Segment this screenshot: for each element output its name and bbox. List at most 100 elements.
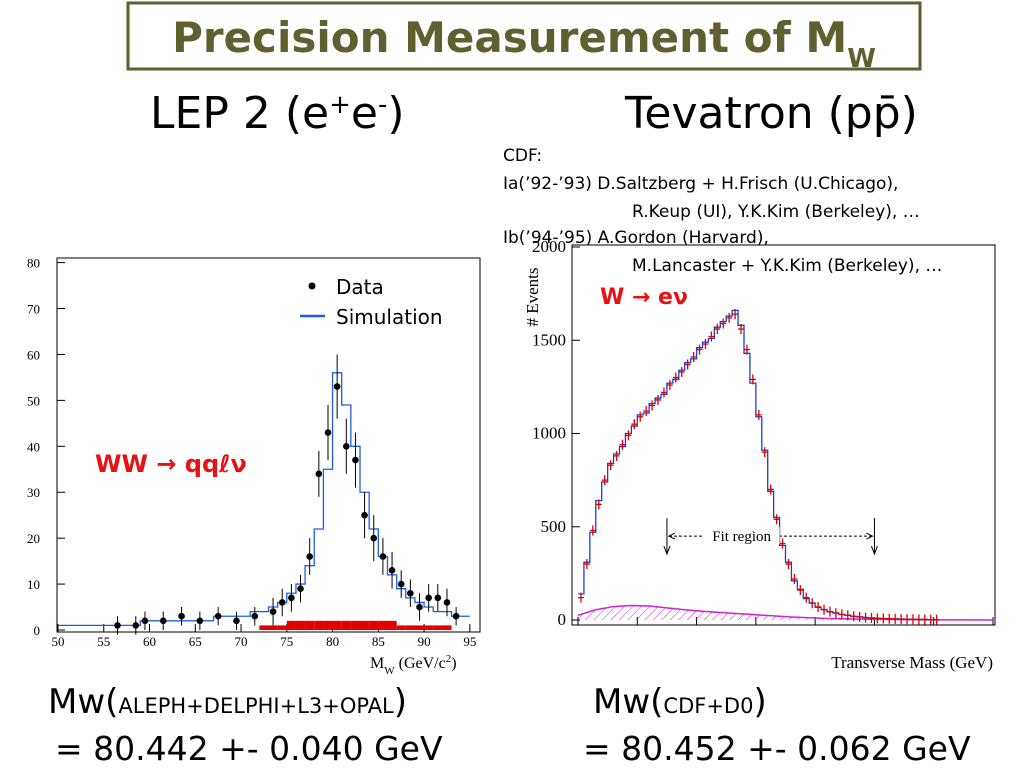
title-text: Precision Measurement of M [172, 13, 847, 62]
data-cross [904, 614, 910, 625]
background-bar [360, 620, 370, 630]
y-axis-label: # Events [523, 267, 542, 326]
y-tick-label: 1500 [532, 330, 566, 349]
data-cross [744, 344, 750, 355]
left-result-label: Mw(ALEPH+DELPHI+L3+OPAL) [48, 682, 407, 722]
data-point [278, 599, 286, 606]
data-point [361, 511, 368, 519]
background-bar [268, 625, 278, 630]
background-bar [323, 620, 333, 630]
data-cross [690, 352, 697, 363]
data-cross [601, 475, 608, 486]
data-point [315, 470, 323, 478]
title-box [126, 1, 922, 71]
data-cross [761, 447, 768, 458]
x-tick-label: 50 [52, 634, 65, 649]
y-tick-label: 70 [27, 302, 40, 317]
data-cross [850, 611, 857, 622]
legend-label: Data [336, 275, 384, 299]
chart: 0 500 1000 1500 2000 50 60 70 80 90 100 110 120 W → e… [523, 237, 1006, 672]
data-cross [672, 372, 679, 383]
plot-frame [571, 244, 996, 626]
data-point [388, 566, 396, 574]
x-tick-label: 100 [862, 631, 888, 650]
x-label-part: 2 [446, 653, 452, 665]
fit-label: Fit region [712, 529, 771, 545]
result-part: CDF+D0 [663, 694, 753, 718]
x-axis-label: MW (GeV/c2) [370, 653, 457, 677]
result-part: Mw( [48, 682, 118, 722]
right-result-value: = 80.452 +- 0.062 GeV [583, 729, 971, 768]
data-cross [886, 613, 893, 624]
data-cross [578, 592, 584, 603]
x-tick-label: 70 [235, 634, 248, 649]
x-tick-label: 65 [189, 634, 202, 649]
fit-edge-arrow [870, 518, 878, 556]
right-heading: Tevatron (pp̄) [624, 88, 918, 139]
right-result-label: Mw(CDF+D0) [593, 682, 767, 722]
data-point [306, 553, 313, 560]
data-cross [803, 592, 810, 603]
x-tick-label: 80 [326, 634, 339, 649]
data-point [397, 580, 405, 588]
data-cross [915, 614, 922, 625]
background-bar [387, 620, 397, 630]
data-cross [785, 559, 792, 570]
x-tick-label: 80 [747, 631, 764, 650]
fit-edge-arrow [663, 518, 671, 556]
data-point [196, 617, 204, 625]
data-point [141, 617, 149, 625]
cdf-note: CDF: Ia(’92-’93) D.Saltzberg + H.Frisch … [503, 146, 942, 276]
data-cross [779, 538, 786, 549]
data-cross [898, 614, 905, 625]
data-point [288, 594, 295, 602]
data-cross [583, 559, 590, 570]
chart: 0 10 20 30 40 50 60 70 80 50 55 60 65 70 75 80 85 90 95 Dat… [27, 256, 481, 677]
x-ticks: 50 60 70 80 90 100 110 120 [570, 631, 1006, 650]
data-cross [832, 608, 839, 619]
data-point [114, 622, 121, 629]
heading-sup: - [378, 90, 387, 120]
y-tick-label: 30 [27, 485, 40, 500]
data-point [132, 622, 140, 629]
data-cross [738, 324, 744, 335]
x-tick-label: 70 [688, 631, 705, 650]
background-bar [414, 625, 425, 630]
data-cross [655, 394, 661, 405]
y-tick-label: 0 [34, 623, 41, 638]
y-tick-label: 60 [27, 347, 40, 362]
data-cross [874, 613, 881, 624]
background-area [578, 605, 993, 620]
data-cross [910, 614, 916, 625]
data-cross [678, 366, 685, 377]
x-tick-label: 60 [143, 634, 156, 649]
data-cross [589, 525, 596, 536]
background-bar [259, 625, 269, 630]
data-point [214, 612, 222, 620]
x-tick-label: 90 [807, 631, 824, 650]
background-bar [332, 620, 342, 630]
data-cross [933, 614, 940, 625]
background-bar [305, 620, 315, 630]
data-cross [868, 612, 875, 623]
data-cross [595, 499, 602, 510]
data-cross [827, 606, 833, 617]
data-point [297, 585, 304, 592]
data-cross [749, 374, 756, 385]
x-axis-label: Transverse Mass (GeV) [831, 653, 993, 672]
fit-arrowheads [667, 532, 874, 540]
result-part: ) [394, 682, 407, 722]
background-bar [378, 620, 388, 630]
background-bar [350, 620, 361, 630]
data-cross [821, 604, 827, 615]
data-point [407, 589, 414, 597]
data-point [159, 617, 167, 625]
data-point [379, 553, 387, 560]
note-line: R.Keup (UI), Y.K.Kim (Berkeley), … [632, 202, 920, 222]
y-tick-label: 0 [558, 610, 567, 629]
note-line: Ia(’92-’93) D.Saltzberg + H.Frisch (U.Ch… [503, 174, 898, 194]
data-point [416, 603, 423, 611]
data-point [269, 608, 277, 615]
